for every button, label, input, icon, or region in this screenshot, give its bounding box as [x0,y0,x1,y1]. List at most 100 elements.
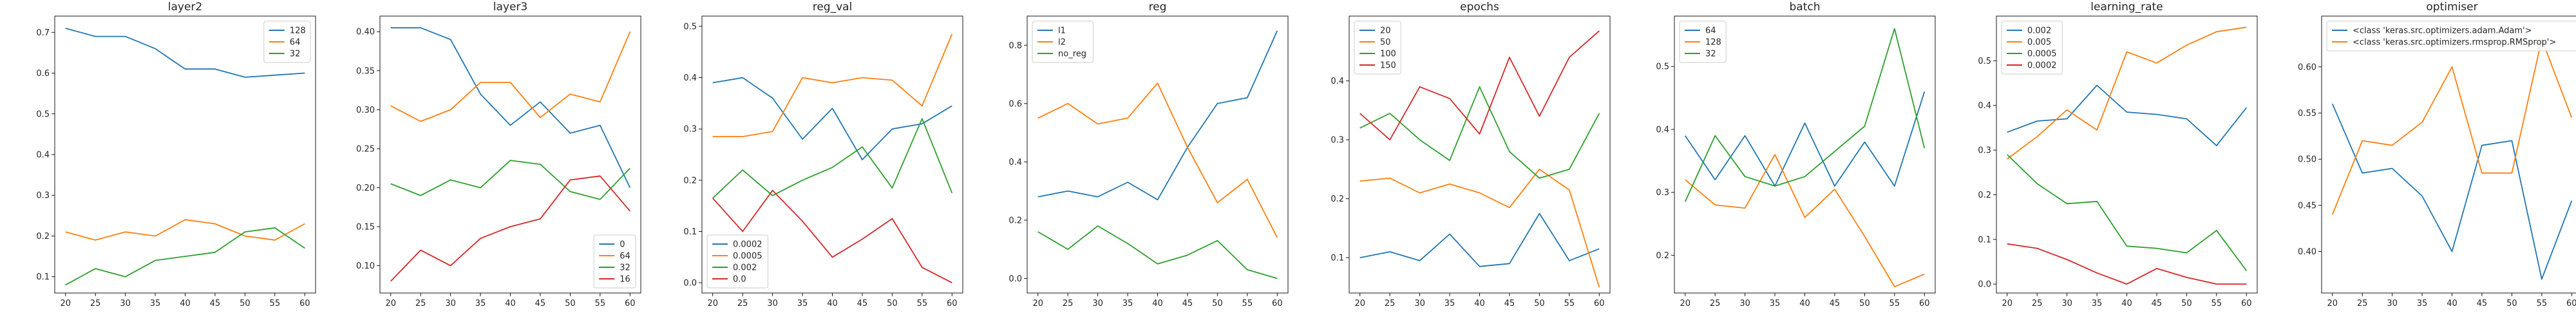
y-tick-label: 0.5 [683,22,697,32]
x-tick-label: 50 [1534,299,1545,308]
series-line-3 [390,175,630,282]
y-tick-label: 0.1 [1978,235,1991,245]
y-tick-label: 0.3 [1331,136,1344,146]
x-tick-label: 35 [1444,299,1455,308]
x-tick-label: 40 [1799,299,1810,308]
y-tick-label: 0.25 [356,144,375,154]
series-line-2 [1037,225,1278,279]
y-tick-label: 0.3 [1656,188,1669,198]
y-tick-label: 0.4 [1331,77,1344,86]
legend-box [1032,21,1094,63]
subplot-reg-val: reg_val 20 25 30 35 40 45 50 55 60 0.0 0.1 0.2 0.3 0.4… [683,1,963,308]
axes-frame [2321,15,2576,294]
legend-box [593,234,636,289]
x-tick-label: 40 [1474,299,1485,308]
x-tick-label: 25 [2357,299,2368,308]
y-tick-label: 0.6 [36,69,50,79]
y-tick-label: 0.35 [356,66,375,76]
y-tick-label: 0.0 [1978,280,1991,290]
legend-label: 32 [1705,50,1716,59]
x-tick-label: 35 [1770,299,1781,308]
x-tick-label: 30 [120,299,131,308]
y-tick-label: 0.2 [1656,251,1669,261]
y-tick-label: 0.4 [683,73,697,83]
y-tick-label: 0.45 [2298,201,2316,211]
x-tick-label: 30 [445,299,456,308]
x-tick-label: 25 [1385,299,1396,308]
x-tick-label: 20 [2002,299,2012,308]
legend-label: no_reg [1058,50,1086,59]
x-tick-label: 45 [1504,299,1515,308]
series-line-3 [2007,243,2247,285]
y-tick-label: 0.2 [1331,194,1344,204]
x-tick-label: 20 [1032,299,1043,308]
x-tick-label: 60 [947,299,958,308]
x-tick-label: 25 [2032,299,2043,308]
x-tick-label: 45 [210,299,221,308]
x-tick-label: 55 [917,299,928,308]
x-tick-label: 25 [415,299,426,308]
series-line-1 [712,33,953,138]
y-tick-label: 0.50 [2298,155,2316,165]
chart-title: reg [1149,1,1167,14]
series-line-3 [1359,30,1600,141]
chart-title: learning_rate [2090,1,2163,14]
x-tick-label: 60 [625,299,636,308]
legend-label: 50 [1380,38,1391,48]
y-tick-label: 0.1 [36,272,50,282]
x-tick-label: 25 [737,299,748,308]
y-tick-label: 0.3 [36,191,50,201]
y-tick-label: 0.30 [356,106,375,115]
subplot-reg: reg 20 25 30 35 40 45 50 55 60 0.0 0.2 0.4 0.6 0.8 l1 l2… [1009,1,1289,308]
x-tick-label: 30 [1092,299,1103,308]
x-tick-label: 45 [1182,299,1193,308]
series-line-0 [712,77,952,160]
series-line-1 [2007,26,2247,160]
series-line-2 [2007,154,2248,271]
x-tick-label: 50 [1212,299,1223,308]
legend-label: 32 [620,263,630,273]
x-tick-label: 55 [595,299,606,308]
chart-title: batch [1790,1,1821,14]
chart-title: epochs [1460,1,1499,14]
x-tick-label: 35 [1122,299,1133,308]
x-tick-label: 40 [2121,299,2132,308]
x-tick-label: 50 [1859,299,1870,308]
x-tick-label: 20 [60,299,71,308]
y-tick-label: 0.40 [2298,247,2316,257]
chart-title: layer3 [493,1,527,14]
y-tick-label: 0.5 [1978,57,1991,66]
legend-label: 0.0002 [733,240,762,250]
y-tick-label: 0.15 [356,223,375,232]
legend-label: 150 [1380,61,1396,71]
x-tick-label: 30 [2387,299,2398,308]
x-tick-label: 50 [2506,299,2517,308]
x-tick-label: 45 [1830,299,1841,308]
x-tick-label: 55 [270,299,281,308]
y-tick-label: 0.8 [1009,41,1022,51]
series-line-1 [1037,82,1278,238]
legend-box [263,21,311,63]
legend-label: 32 [290,50,301,59]
x-tick-label: 50 [2181,299,2192,308]
legend: 64 128 32 [1679,21,1727,63]
legend-label: 64 [620,252,630,261]
legend-box [2326,21,2576,52]
x-tick-label: 45 [857,299,868,308]
subplot-layer3: layer3 20 25 30 35 40 45 50 55 60 0.10 0.15 0.20 0.25… [356,1,641,308]
series-line-1 [1359,168,1600,288]
legend: 128 64 32 [263,21,311,63]
series-line-0 [2331,103,2573,280]
x-tick-label: 60 [299,299,310,308]
x-tick-label: 30 [2061,299,2072,308]
legend: 20 50 100 150 [1354,21,1401,75]
legend: 0 64 32 16 [593,234,636,289]
legend-label: 0.0002 [2027,61,2057,71]
y-tick-label: 0.4 [36,151,50,160]
subplot-epochs: epochs 20 25 30 35 40 45 50 55 60 0.1 0.2 0.3 0.4 20 50… [1331,1,1611,308]
series-line-2 [712,118,953,199]
y-tick-label: 0.20 [356,184,375,193]
subplot-layer2: layer2 20 25 30 35 40 45 50 55 60 0.1 0.2 0.3 0.4 0.5 0… [36,1,316,308]
legend: 0.002 0.005 0.0005 0.0002 [2001,21,2063,75]
x-tick-label: 60 [1594,299,1605,308]
